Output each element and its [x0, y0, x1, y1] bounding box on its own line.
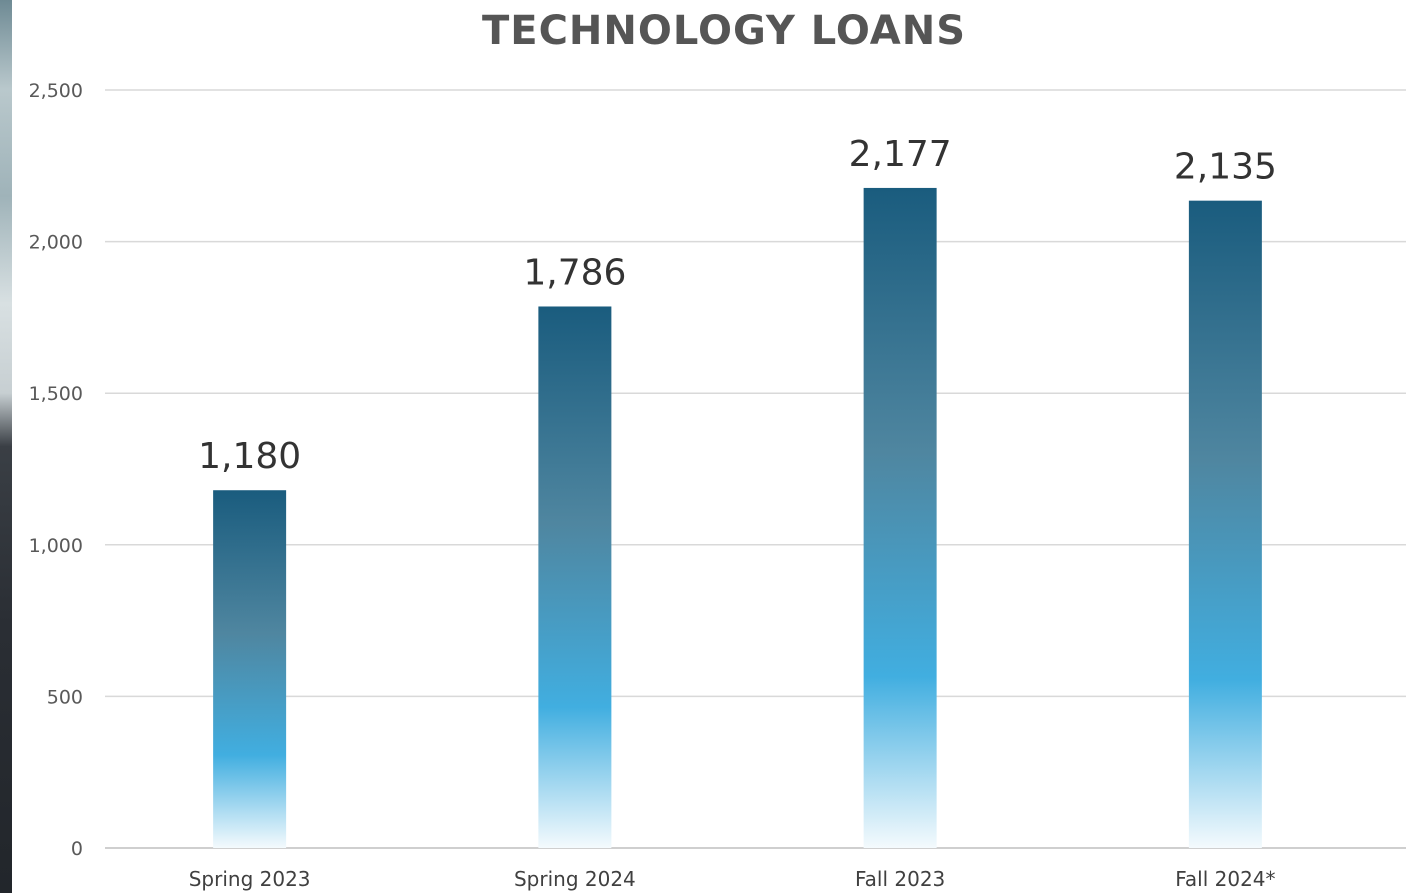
chart-title: TECHNOLOGY LOANS	[482, 8, 966, 54]
data-label: 1,786	[523, 252, 626, 293]
x-tick-label: Spring 2023	[189, 867, 311, 891]
y-tick-label: 500	[47, 686, 83, 708]
y-axis-ticks: 0 500 1,000 1,500 2,000 2,500	[29, 80, 83, 860]
y-tick-label: 2,500	[29, 80, 83, 102]
x-tick-label: Fall 2024*	[1175, 867, 1275, 891]
y-tick-label: 2,000	[29, 232, 83, 254]
bars	[213, 187, 1262, 849]
data-label: 2,177	[849, 134, 952, 175]
y-tick-label: 1,500	[29, 383, 83, 405]
bar-spring-2023	[213, 490, 287, 848]
data-label: 1,180	[198, 436, 301, 477]
bar-fall-2024	[1188, 200, 1262, 849]
y-tick-label: 0	[71, 838, 83, 860]
x-axis-ticks: Spring 2023 Spring 2024 Fall 2023 Fall 2024…	[189, 867, 1276, 891]
y-tick-label: 1,000	[29, 535, 83, 557]
x-tick-label: Fall 2023	[855, 867, 945, 891]
data-labels: 1,180 1,786 2,177 2,135	[198, 134, 1277, 477]
bar-fall-2023	[863, 187, 937, 848]
x-tick-label: Spring 2024	[514, 867, 636, 891]
bar-spring-2024	[538, 306, 612, 848]
data-label: 2,135	[1174, 147, 1277, 188]
background-photo-edge	[0, 0, 12, 893]
